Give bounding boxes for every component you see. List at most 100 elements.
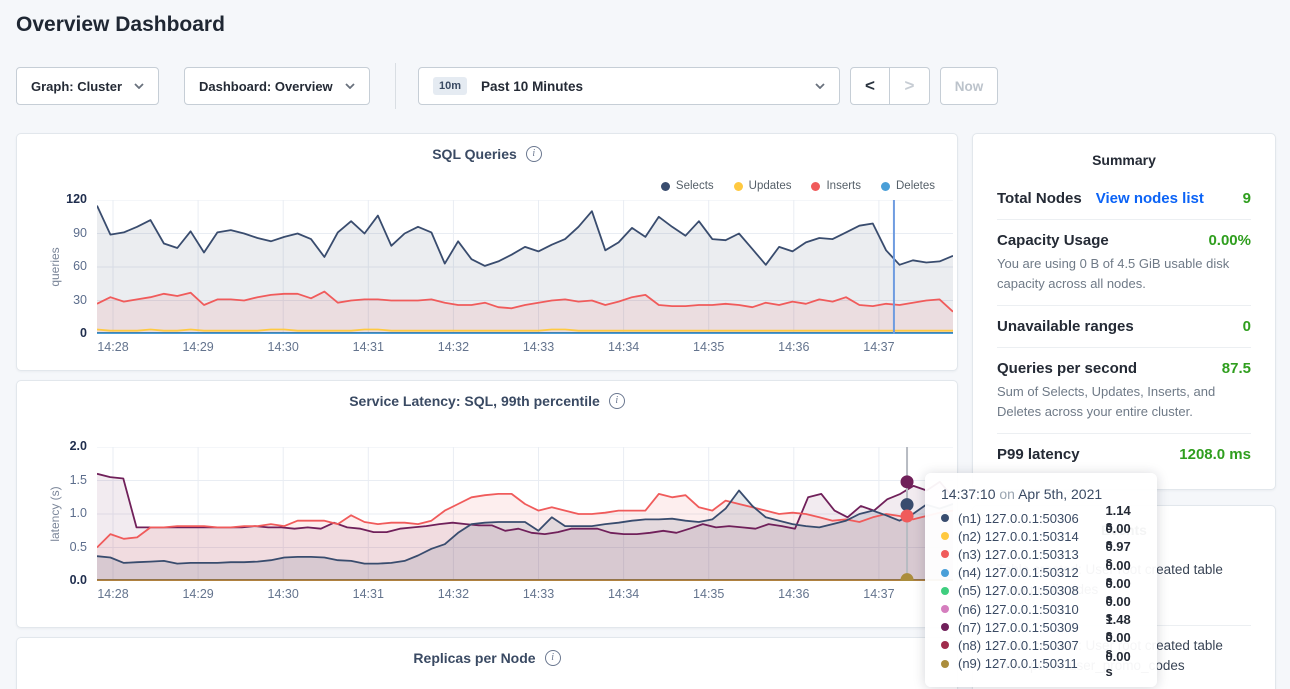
tooltip-node-label: (n5) 127.0.0.1:50308 [958, 583, 1079, 599]
x-axis-tick: 14:28 [97, 587, 129, 601]
service-latency-chart-card: Service Latency: SQL, 99th percentile i … [16, 380, 958, 628]
view-nodes-list-link[interactable]: View nodes list [1095, 190, 1204, 207]
tooltip-node-value: 0.00 s [1105, 630, 1131, 661]
tooltip-row: (n6) 127.0.0.1:50310 0.00 s [941, 594, 1141, 624]
x-axis-tick: 14:30 [267, 340, 299, 354]
y-axis-tick: 0 [80, 326, 87, 340]
chart-title: SQL Queries [432, 146, 517, 162]
summary-row-value: 87.5 [1221, 360, 1251, 377]
tooltip-date: Apr 5th, 2021 [1018, 486, 1103, 502]
tooltip-node-value: 0.00 s [1105, 557, 1131, 588]
tooltip-node-value: 0.00 s [1105, 575, 1131, 606]
graph-dropdown[interactable]: Graph: Cluster [16, 67, 159, 105]
sql-queries-chart-card: SQL Queries i Selects Updates Inserts Delet… [16, 133, 958, 371]
summary-row-description: You are using 0 B of 4.5 GiB usable disk… [997, 256, 1230, 291]
legend-label: Inserts [826, 180, 861, 192]
x-axis-tick: 14:28 [97, 340, 129, 354]
summary-row: Queries per second 87.5 Sum of Selects, Up… [997, 348, 1251, 434]
x-axis-tick: 14:31 [352, 587, 384, 601]
info-icon[interactable]: i [544, 650, 561, 666]
graph-dropdown-label: Graph: Cluster [31, 78, 123, 94]
x-axis-tick: 14:35 [693, 340, 725, 354]
x-axis-tick: 14:29 [182, 587, 214, 601]
tooltip-node-label: (n2) 127.0.0.1:50314 [958, 528, 1079, 544]
summary-row: Capacity Usage 0.00% You are using 0 B of … [997, 220, 1251, 306]
summary-row: Total Nodes View nodes list 9 [997, 178, 1251, 220]
next-range-button[interactable]: > [890, 67, 930, 105]
tooltip-node-label: (n3) 127.0.0.1:50313 [958, 546, 1079, 562]
legend-item[interactable]: Updates [733, 180, 792, 192]
chart-title: Replicas per Node [413, 650, 536, 666]
chart-title: Service Latency: SQL, 99th percentile [349, 393, 600, 409]
replicas-per-node-chart-card: Replicas per Node i [16, 637, 958, 689]
series-dot [941, 605, 949, 614]
tooltip-node-value: 1.48 s [1105, 612, 1131, 643]
chart-legend: Selects Updates Inserts Deletes [660, 180, 935, 192]
info-icon[interactable]: i [525, 146, 542, 162]
x-axis-tick: 14:32 [437, 340, 470, 354]
tooltip-node-label: (n8) 127.0.0.1:50307 [958, 637, 1079, 653]
legend-item[interactable]: Deletes [881, 180, 935, 192]
tooltip-node-label: (n6) 127.0.0.1:50310 [958, 601, 1079, 617]
legend-item[interactable]: Inserts [811, 180, 861, 192]
tooltip-row: (n2) 127.0.0.1:50314 0.00 s [941, 521, 1141, 551]
tooltip-row: (n4) 127.0.0.1:50312 0.00 s [941, 558, 1141, 588]
legend-item[interactable]: Selects [660, 180, 714, 192]
x-axis-tick: 14:37 [863, 340, 895, 354]
tooltip-rows: (n1) 127.0.0.1:50306 1.14 s (n2) 127.0.0.1… [941, 503, 1141, 679]
legend-label: Updates [748, 180, 792, 192]
now-button[interactable]: Now [940, 67, 998, 105]
tooltip-node-value: 0.97 s [1105, 539, 1131, 570]
y-axis-tick: 120 [66, 192, 87, 206]
tooltip-node-label: (n4) 127.0.0.1:50312 [958, 565, 1079, 581]
x-axis-tick: 14:31 [352, 340, 384, 354]
summary-panel: Summary Total Nodes View nodes list 9 Capac… [972, 133, 1276, 490]
tooltip-header: 14:37:10 on Apr 5th, 2021 [941, 486, 1141, 502]
tooltip-row: (n1) 127.0.0.1:50306 1.14 s [941, 503, 1141, 533]
summary-row-label: Total Nodes [997, 190, 1082, 207]
series-dot [941, 568, 949, 577]
info-icon[interactable]: i [608, 393, 625, 409]
service-latency-plot[interactable] [97, 447, 953, 581]
dashboard-dropdown-label: Dashboard: Overview [199, 78, 333, 94]
page-title: Overview Dashboard [16, 13, 225, 36]
x-axis-tick: 14:29 [182, 340, 214, 354]
y-axis-tick: 1.5 [69, 472, 87, 487]
summary-row-description: Sum of Selects, Updates, Inserts, and De… [997, 384, 1216, 419]
tooltip-row: (n9) 127.0.0.1:50311 0.00 s [941, 649, 1141, 679]
series-dot [941, 659, 949, 668]
summary-row-value: 0 [1242, 318, 1251, 335]
dashboard-dropdown[interactable]: Dashboard: Overview [184, 67, 370, 105]
x-axis-labels: 14:28 14:29 14:30 14:31 14:32 14:33 14:34 14:35… [97, 340, 953, 356]
series-dot [941, 514, 949, 523]
toolbar: Graph: Cluster Dashboard: Overview 10m P… [0, 63, 1290, 109]
tooltip-node-value: 0.00 s [1105, 594, 1131, 625]
summary-rows: Total Nodes View nodes list 9 Capacity Usag… [997, 178, 1251, 475]
series-dot [941, 641, 949, 650]
toolbar-divider [395, 63, 396, 109]
hover-tooltip: 14:37:10 on Apr 5th, 2021 (n1) 127.0.0.1… [925, 473, 1157, 687]
y-axis-tick: 90 [73, 225, 87, 240]
series-dot [941, 550, 949, 559]
summary-row-label: Queries per second [997, 360, 1138, 377]
sql-queries-plot[interactable] [97, 200, 953, 334]
summary-row-label: Capacity Usage [997, 232, 1109, 249]
y-axis-title: latency (s) [48, 486, 62, 542]
prev-range-button[interactable]: < [850, 67, 890, 105]
x-axis-tick: 14:36 [778, 340, 810, 354]
tooltip-node-value: 0.00 s [1105, 521, 1131, 552]
tooltip-node-label: (n7) 127.0.0.1:50309 [958, 619, 1079, 635]
x-axis-tick: 14:37 [863, 587, 895, 601]
tooltip-row: (n8) 127.0.0.1:50307 0.00 s [941, 630, 1141, 660]
summary-title: Summary [1092, 152, 1156, 168]
legend-dot [733, 181, 743, 191]
x-axis-tick: 14:30 [267, 587, 299, 601]
y-axis-title: queries [48, 247, 62, 287]
legend-label: Deletes [896, 180, 935, 192]
x-axis-tick: 14:33 [522, 587, 555, 601]
series-dot [941, 532, 949, 541]
x-axis-tick: 14:35 [693, 587, 725, 601]
time-range-selector[interactable]: 10m Past 10 Minutes [418, 67, 840, 105]
chevron-down-icon [134, 83, 144, 89]
